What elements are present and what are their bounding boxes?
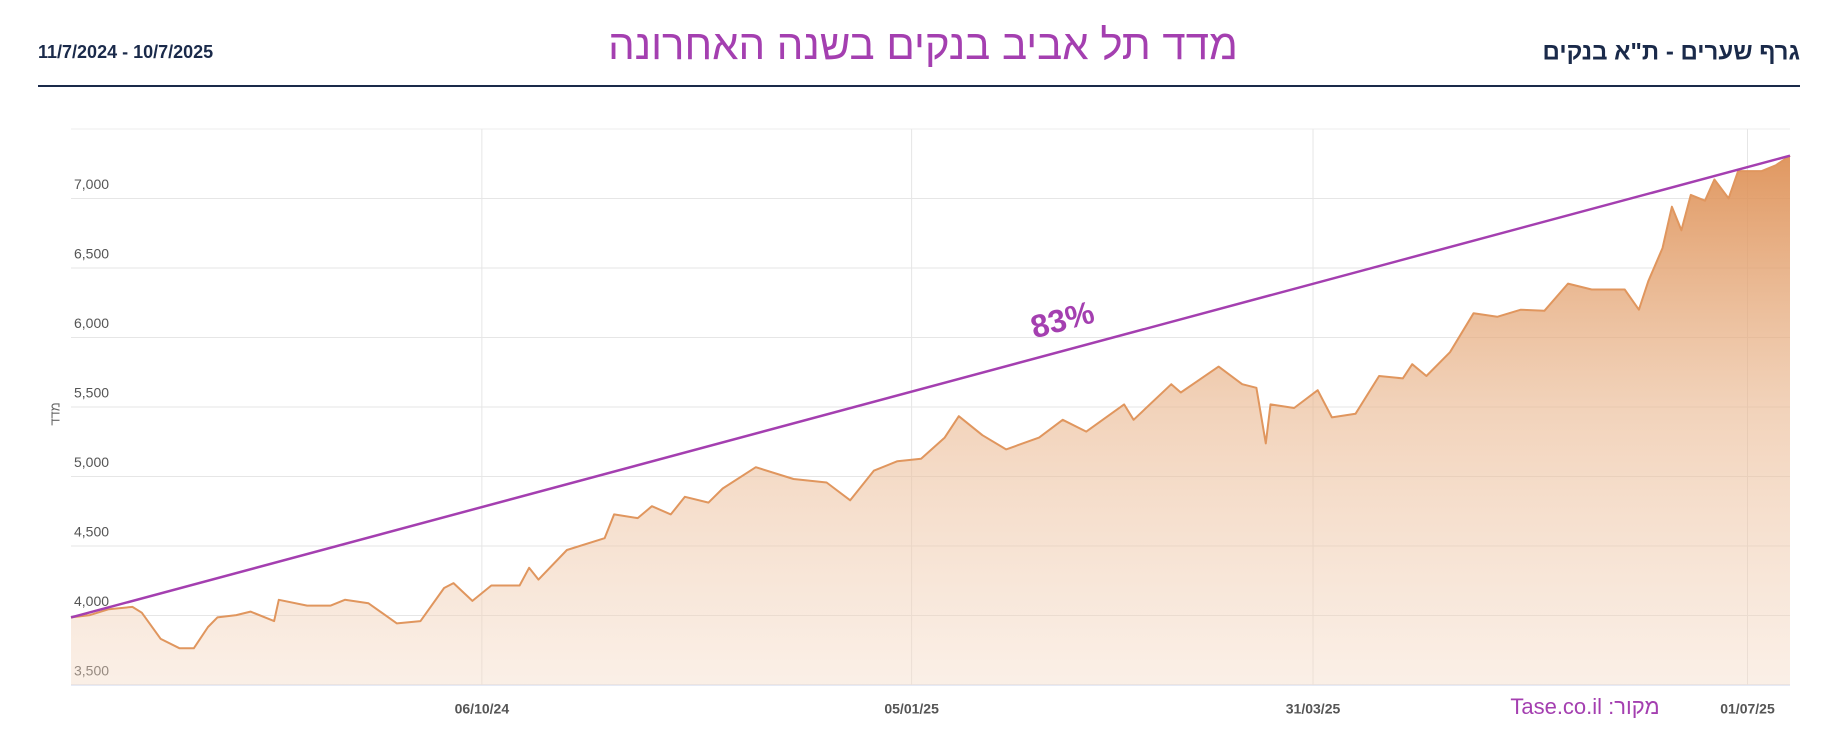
y-tick-label: 4,000	[74, 593, 109, 609]
y-tick-label: 7,000	[74, 176, 109, 192]
y-tick-label: 4,500	[74, 524, 109, 540]
x-tick-label: 31/03/25	[1286, 701, 1341, 717]
y-tick-label: 5,000	[74, 454, 109, 470]
x-tick-label: 01/07/25	[1720, 701, 1775, 717]
source: מקור: Tase.co.il	[1510, 694, 1659, 719]
y-tick-label: 5,500	[74, 385, 109, 401]
y-tick-label: 6,000	[74, 315, 109, 331]
x-tick-label: 06/10/24	[455, 701, 510, 717]
y-tick-label: 6,500	[74, 246, 109, 262]
chart-title: מדד תל אביב בנקים בשנה האחרונה	[608, 21, 1238, 68]
line	[70, 154, 1791, 650]
area	[71, 155, 1790, 685]
x-tick-label: 05/01/25	[884, 701, 939, 717]
date-range: 11/7/2024 - 10/7/2025	[38, 42, 213, 62]
y-axis-label: מדד	[47, 402, 62, 425]
trend-line	[70, 154, 1791, 619]
header-label: גרף שערים - ת"א בנקים	[1543, 38, 1800, 65]
